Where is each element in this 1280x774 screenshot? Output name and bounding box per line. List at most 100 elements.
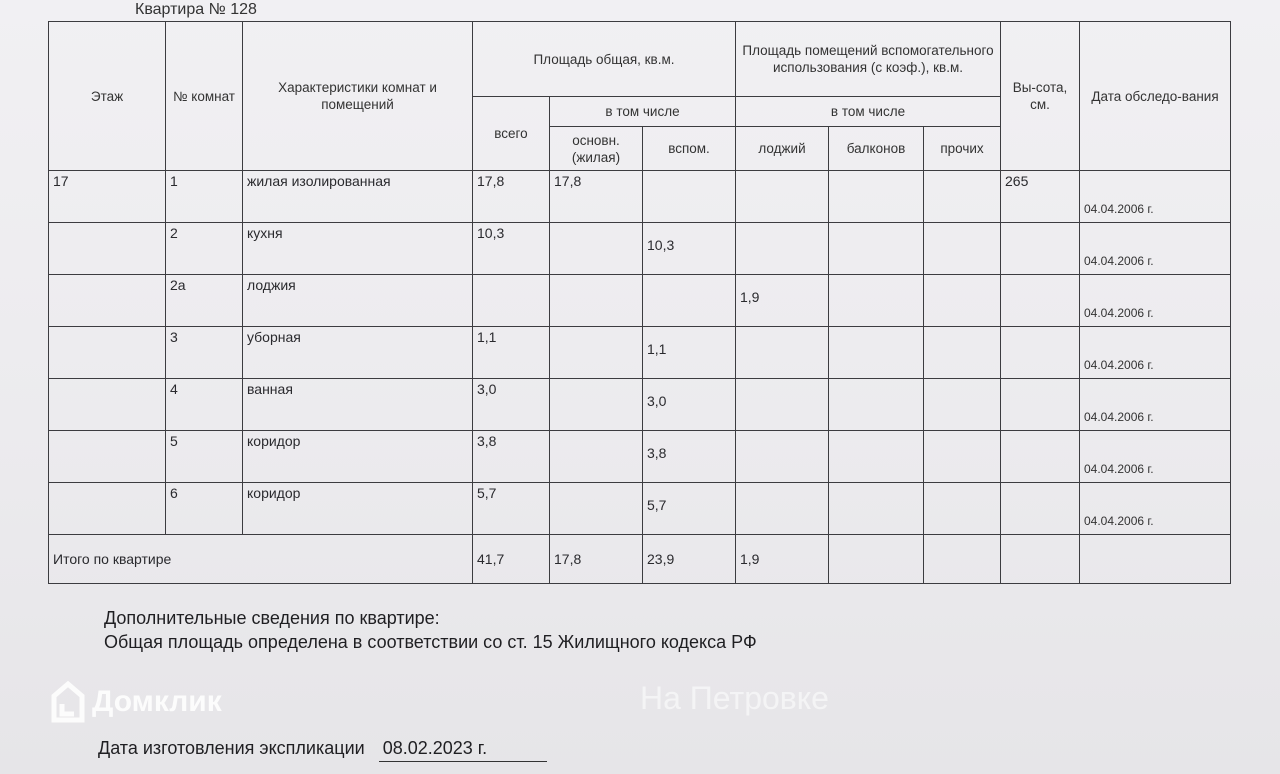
cell-aux: 10,3 bbox=[642, 222, 736, 275]
cell-date: 04.04.2006 г. bbox=[1079, 222, 1231, 275]
house-logo-icon bbox=[51, 680, 85, 723]
cell-no: 1 bbox=[165, 170, 243, 223]
cell-all: 17,8 bbox=[472, 170, 550, 223]
cell-all: 1,1 bbox=[472, 326, 550, 379]
cell-no: 2а bbox=[165, 274, 243, 327]
cell-other bbox=[923, 482, 1001, 535]
cell-aux: 3,0 bbox=[642, 378, 736, 431]
apartment-title: Квартира № 128 bbox=[135, 1, 257, 18]
header-incl: в том числе bbox=[549, 96, 736, 127]
cell-other bbox=[923, 222, 1001, 275]
header-date: Дата обследо-вания bbox=[1079, 21, 1231, 171]
cell-height bbox=[1000, 482, 1080, 535]
cell-floor bbox=[48, 482, 166, 535]
cell-other bbox=[923, 378, 1001, 431]
cell-loggia bbox=[735, 222, 829, 275]
cell-floor bbox=[48, 430, 166, 483]
header-total-area: Площадь общая, кв.м. bbox=[472, 21, 736, 97]
cell-main bbox=[549, 274, 643, 327]
cell-date: 04.04.2006 г. bbox=[1079, 326, 1231, 379]
cell-loggia bbox=[735, 430, 829, 483]
total-loggia: 1,9 bbox=[735, 534, 829, 584]
cell-other bbox=[923, 430, 1001, 483]
cell-date: 04.04.2006 г. bbox=[1079, 430, 1231, 483]
header-aux: вспом. bbox=[642, 126, 736, 171]
table-row: 6 коридор 5,7 5,7 04.04.2006 г. bbox=[48, 482, 1231, 535]
cell-other bbox=[923, 170, 1001, 223]
cell-loggia bbox=[735, 378, 829, 431]
header-floor: Этаж bbox=[48, 21, 166, 171]
explication-date: Дата изготовления экспликации 08.02.2023 … bbox=[98, 738, 548, 762]
cell-other bbox=[923, 274, 1001, 327]
cell-no: 5 bbox=[165, 430, 243, 483]
cell-balcony bbox=[828, 274, 924, 327]
header-loggia: лоджий bbox=[735, 126, 829, 171]
cell-name: кухня bbox=[242, 222, 473, 275]
total-other bbox=[923, 534, 1001, 584]
notes-heading: Дополнительные сведения по квартире: bbox=[104, 608, 440, 628]
header-main: основн. (жилая) bbox=[549, 126, 643, 171]
cell-loggia bbox=[735, 482, 829, 535]
cell-height bbox=[1000, 222, 1080, 275]
cell-all: 3,8 bbox=[472, 430, 550, 483]
total-main: 17,8 bbox=[549, 534, 643, 584]
explication-date-label: Дата изготовления экспликации bbox=[98, 738, 365, 758]
header-other: прочих bbox=[923, 126, 1001, 171]
cell-balcony bbox=[828, 430, 924, 483]
cell-balcony bbox=[828, 378, 924, 431]
header-characteristics: Характеристики комнат и помещений bbox=[242, 21, 473, 171]
header-balcony: балконов bbox=[828, 126, 924, 171]
cell-no: 4 bbox=[165, 378, 243, 431]
table-row: 4 ванная 3,0 3,0 04.04.2006 г. bbox=[48, 378, 1231, 431]
total-height bbox=[1000, 534, 1080, 584]
total-date bbox=[1079, 534, 1231, 584]
cell-all: 3,0 bbox=[472, 378, 550, 431]
cell-loggia: 1,9 bbox=[735, 274, 829, 327]
additional-notes: Дополнительные сведения по квартире: Общ… bbox=[104, 606, 757, 654]
cell-floor bbox=[48, 222, 166, 275]
cell-loggia bbox=[735, 326, 829, 379]
cell-loggia bbox=[735, 170, 829, 223]
cell-main bbox=[549, 482, 643, 535]
cell-aux: 5,7 bbox=[642, 482, 736, 535]
cell-name: жилая изолированная bbox=[242, 170, 473, 223]
cell-name: ванная bbox=[242, 378, 473, 431]
cell-main bbox=[549, 326, 643, 379]
watermark-domclick: Домклик bbox=[50, 680, 222, 724]
cell-name: коридор bbox=[242, 430, 473, 483]
explication-table: Этаж № комнат Характеристики комнат и по… bbox=[48, 21, 1231, 584]
cell-all: 10,3 bbox=[472, 222, 550, 275]
cell-balcony bbox=[828, 222, 924, 275]
watermark-domclick-text: Домклик bbox=[92, 685, 222, 718]
cell-balcony bbox=[828, 326, 924, 379]
header-incl2: в том числе bbox=[735, 96, 1001, 127]
cell-main bbox=[549, 378, 643, 431]
cell-date: 04.04.2006 г. bbox=[1079, 482, 1231, 535]
cell-name: уборная bbox=[242, 326, 473, 379]
cell-height bbox=[1000, 274, 1080, 327]
table-row: 2а лоджия 1,9 04.04.2006 г. bbox=[48, 274, 1231, 327]
cell-aux bbox=[642, 274, 736, 327]
cell-name: коридор bbox=[242, 482, 473, 535]
notes-text: Общая площадь определена в соответствии … bbox=[104, 632, 757, 652]
cell-height bbox=[1000, 378, 1080, 431]
cell-all: 5,7 bbox=[472, 482, 550, 535]
cell-height bbox=[1000, 430, 1080, 483]
cell-main bbox=[549, 222, 643, 275]
cell-height bbox=[1000, 326, 1080, 379]
cell-floor: 17 bbox=[48, 170, 166, 223]
cell-no: 2 bbox=[165, 222, 243, 275]
cell-balcony bbox=[828, 482, 924, 535]
cell-date: 04.04.2006 г. bbox=[1079, 378, 1231, 431]
header-all: всего bbox=[472, 96, 550, 171]
cell-floor bbox=[48, 378, 166, 431]
total-balcony bbox=[828, 534, 924, 584]
cell-floor bbox=[48, 326, 166, 379]
cell-balcony bbox=[828, 170, 924, 223]
total-label: Итого по квартире bbox=[48, 534, 473, 584]
cell-aux: 1,1 bbox=[642, 326, 736, 379]
cell-main bbox=[549, 430, 643, 483]
table-row: 17 1 жилая изолированная 17,8 17,8 265 04.04.2… bbox=[48, 170, 1231, 223]
cell-aux bbox=[642, 170, 736, 223]
total-row: Итого по квартире 41,7 17,8 23,9 1,9 bbox=[48, 534, 1231, 584]
